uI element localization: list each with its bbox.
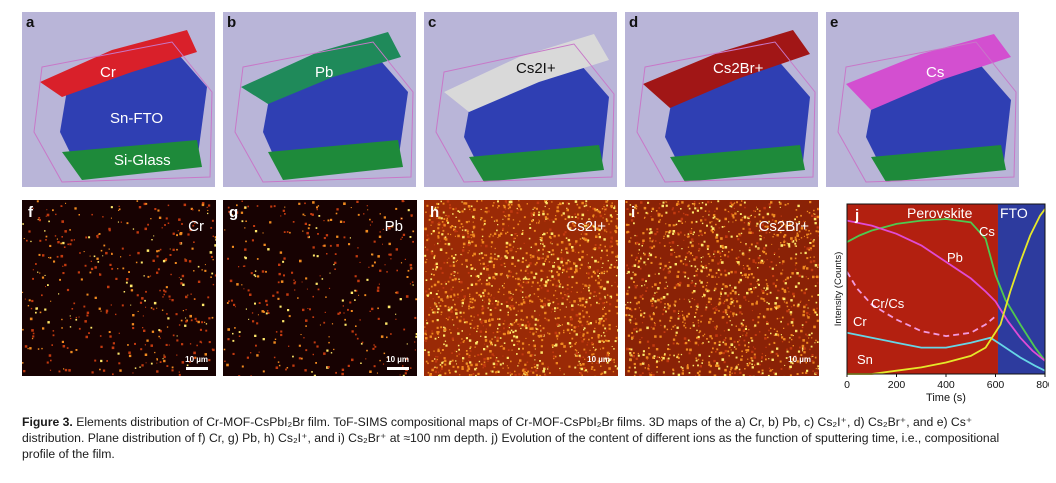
series-label-cr: Cr xyxy=(853,314,867,329)
scale-label-g: 10 µm xyxy=(386,355,409,364)
x-tick-label: 800 xyxy=(1036,379,1049,391)
x-axis-label: Time (s) xyxy=(926,392,966,404)
figure-caption: Figure 3. Elements distribution of Cr-MO… xyxy=(22,414,1034,462)
panel-i-plane-map: i Cs2Br+ 10 µm xyxy=(625,200,819,376)
element-label-cs2br: Cs2Br+ xyxy=(713,60,764,77)
panel-label-e: e xyxy=(830,14,839,31)
panel-e-3d-map: e Cs xyxy=(826,12,1019,187)
x-tick-label: 400 xyxy=(937,379,955,391)
panel-b-art xyxy=(234,32,414,183)
element-label-si-glass: Si-Glass xyxy=(114,152,171,169)
scale-bar-f xyxy=(186,367,208,370)
x-tick-label: 0 xyxy=(844,379,850,391)
element-label-pb: Pb xyxy=(315,64,334,81)
element-label-cs2i-plane: Cs2I+ xyxy=(566,218,606,235)
panel-c-art xyxy=(435,34,615,183)
series-line-cs xyxy=(846,218,1046,362)
region-label-perovskite: Perovskite xyxy=(907,205,973,221)
panel-label-f: f xyxy=(28,204,33,221)
element-label-cs2br-plane: Cs2Br+ xyxy=(758,218,809,235)
panel-c-3d-map: c Cs2I+ xyxy=(424,12,617,187)
panel-label-b: b xyxy=(227,14,237,31)
panel-i-speckle xyxy=(625,200,819,376)
panel-h-plane-map: h Cs2I+ 10 µm xyxy=(424,200,618,376)
series-label-sn: Sn xyxy=(857,352,873,367)
caption-text: Elements distribution of Cr-MOF-CsPbI₂Br… xyxy=(22,415,1000,461)
element-label-sn-fto: Sn-FTO xyxy=(110,110,164,127)
series-label-pb: Pb xyxy=(947,250,963,265)
depth-profile-chart: Perovskite FTO Cs Pb Cr/Cs Cr Sn 0 200 400 600 800 T… xyxy=(833,203,1054,404)
scale-label-f: 10 µm xyxy=(185,355,208,364)
series-label-cs: Cs xyxy=(979,224,995,239)
panel-label-h: h xyxy=(430,204,440,221)
panel-g-speckle xyxy=(223,200,417,376)
y-axis-label: Intensity (Counts) xyxy=(833,252,844,326)
panel-g-plane-map: g Pb 10 µm xyxy=(223,200,417,376)
element-label-cs2i: Cs2I+ xyxy=(516,60,556,77)
series-line-cr xyxy=(846,331,1046,372)
panel-b-3d-map: b Pb xyxy=(223,12,416,187)
scale-bar-g xyxy=(387,367,409,370)
series-line-pb xyxy=(846,219,1046,362)
panel-label-i: i xyxy=(631,204,636,221)
element-label-pb-plane: Pb xyxy=(384,218,403,235)
panel-label-j: j xyxy=(854,207,859,224)
element-label-cr-plane: Cr xyxy=(188,218,204,235)
caption-label: Figure 3. xyxy=(22,415,73,429)
scale-label-h: 10 µm xyxy=(587,355,610,364)
panel-h-speckle xyxy=(424,200,618,376)
element-label-cr: Cr xyxy=(100,64,116,81)
x-tick-label: 600 xyxy=(987,379,1005,391)
panel-label-c: c xyxy=(428,14,437,31)
region-perovskite xyxy=(847,204,998,374)
region-fto xyxy=(997,204,1045,374)
x-tick-label: 200 xyxy=(888,379,906,391)
panel-label-a: a xyxy=(26,14,35,31)
scale-label-i: 10 µm xyxy=(788,355,811,364)
panel-d-3d-map: d Cs2Br+ xyxy=(625,12,818,187)
region-label-fto: FTO xyxy=(1000,205,1028,221)
element-label-cs: Cs xyxy=(926,64,945,81)
panel-label-d: d xyxy=(629,14,639,31)
panel-d-art xyxy=(636,30,816,183)
panel-label-g: g xyxy=(229,204,239,221)
panel-a-art xyxy=(33,30,213,183)
panel-f-plane-map: f Cr 10 µm xyxy=(22,200,216,376)
series-line-sn xyxy=(847,208,1046,375)
panel-j-chart: Perovskite FTO Cs Pb Cr/Cs Cr Sn 0 200 400 600 800 T… xyxy=(829,200,1054,408)
panel-e-art xyxy=(837,34,1017,183)
panel-a-3d-map: a Cr Sn-FTO Si-Glass xyxy=(22,12,215,187)
series-label-cr-cs: Cr/Cs xyxy=(871,296,905,311)
panel-f-speckle xyxy=(22,200,216,376)
